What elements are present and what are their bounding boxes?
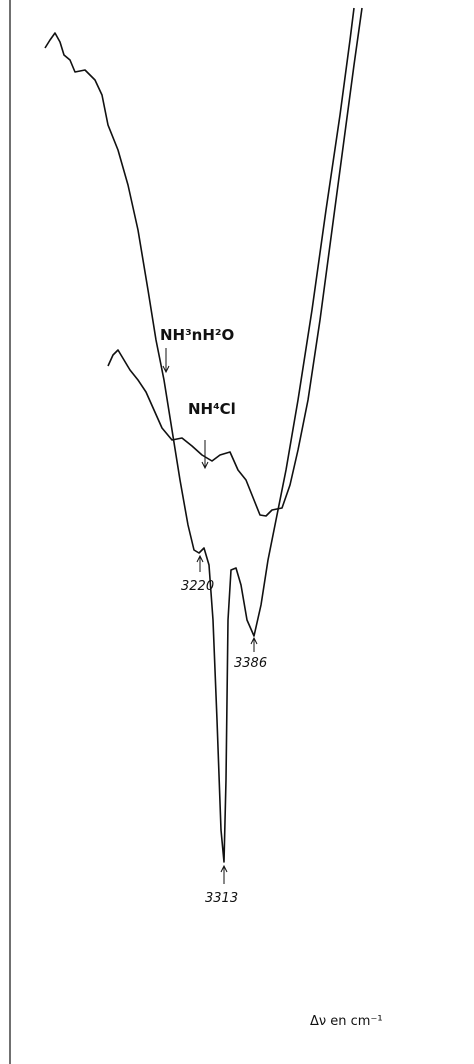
curve-nh4cl	[107, 7, 363, 517]
curve-nh3-h2o	[44, 7, 355, 863]
arrow	[250, 636, 258, 652]
peak-label: 3386	[234, 656, 267, 671]
peak-label: 3220	[181, 579, 214, 594]
curve-label: NH³nH²O	[160, 326, 234, 344]
arrow	[162, 348, 170, 374]
peak-label: 3313	[205, 891, 238, 906]
curve-label: NH⁴Cl	[188, 400, 236, 418]
arrow	[201, 440, 209, 470]
arrow	[220, 864, 228, 884]
axis-title: Δν en cm⁻¹	[310, 1014, 383, 1029]
arrow	[196, 554, 204, 572]
